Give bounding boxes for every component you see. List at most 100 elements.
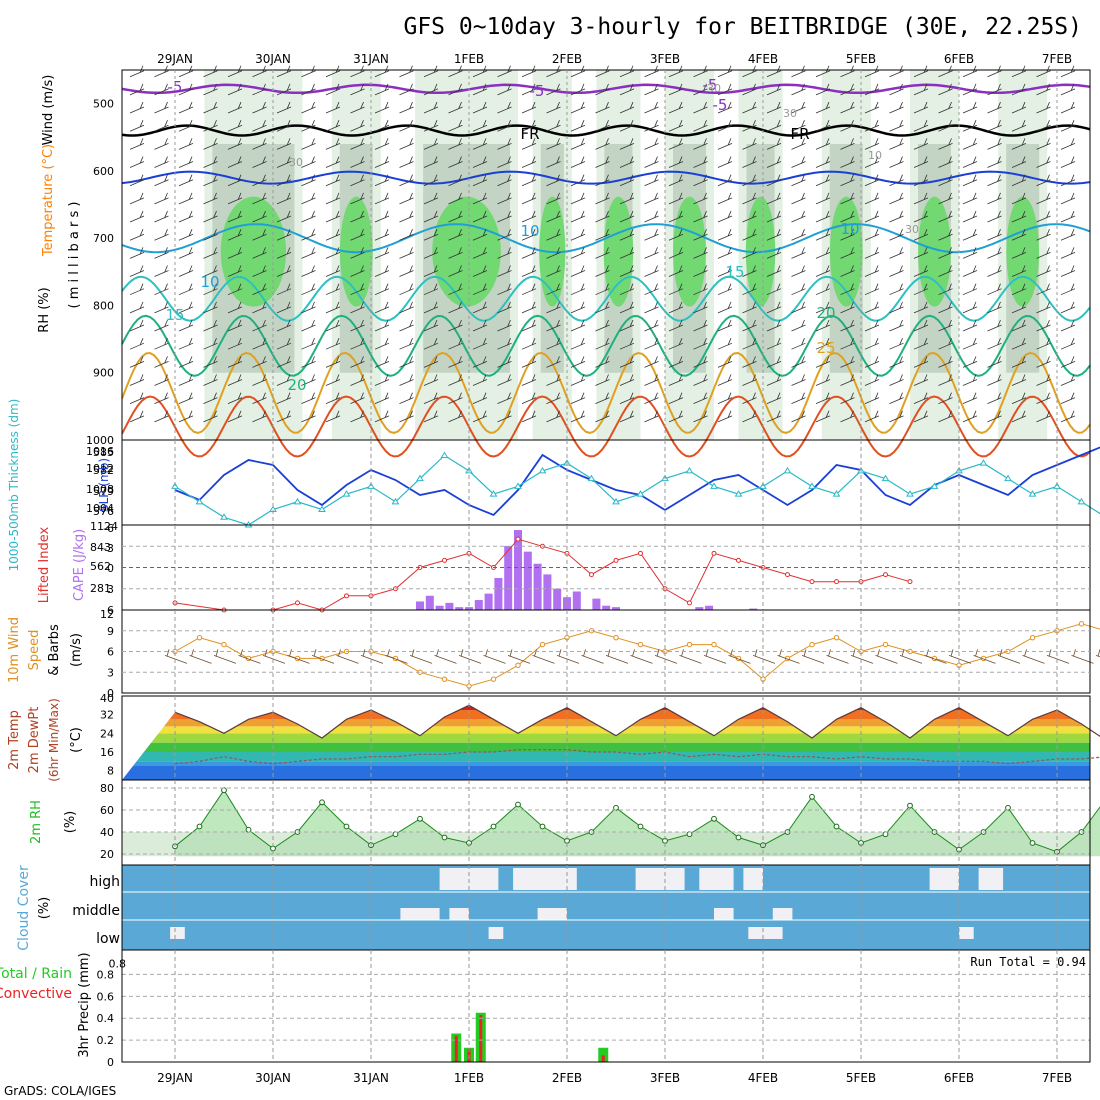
wind-barb — [350, 356, 365, 368]
y-tick-label: 600 — [93, 165, 114, 178]
wind-barb — [840, 283, 855, 296]
wind-barb — [129, 192, 145, 205]
wind-barb — [448, 283, 463, 296]
wind-barb — [987, 174, 1002, 187]
wind-barb — [938, 156, 953, 168]
wind-barb — [742, 410, 757, 423]
date-label-top: 30JAN — [255, 52, 291, 66]
wind-barb — [1011, 410, 1027, 423]
wind-barb — [595, 83, 610, 96]
y-tick-label: 0.2 — [97, 1034, 115, 1047]
wind-barb — [521, 83, 537, 96]
wind-barb — [1060, 301, 1076, 314]
wind-barb — [889, 174, 904, 187]
wind-barb — [766, 65, 782, 78]
wind-barb — [1036, 338, 1051, 350]
thickness-point — [587, 474, 596, 482]
wind-barb — [864, 410, 880, 423]
wind-barb — [252, 83, 267, 96]
wind-barb — [521, 229, 537, 241]
wind-barb — [668, 356, 684, 368]
wind-barb — [129, 374, 145, 386]
date-label-top: 2FEB — [552, 52, 582, 66]
wind-barb — [546, 374, 561, 386]
wind-barb — [129, 392, 145, 405]
li-point — [638, 550, 643, 556]
wind-barb — [423, 83, 439, 96]
cloud-block — [714, 908, 734, 920]
wind-barb — [301, 265, 316, 277]
li-point — [834, 579, 839, 585]
wind-barb — [399, 265, 414, 277]
wind-barb — [815, 101, 831, 114]
wind-barb — [423, 156, 439, 168]
wind-barb — [276, 174, 292, 187]
y-tick-label: 0.6 — [97, 990, 115, 1003]
thickness-point — [710, 482, 718, 489]
wind-speed-line — [174, 623, 1100, 687]
wind-barb — [521, 156, 537, 168]
wind-barb-10m — [752, 649, 776, 664]
wind-barb-10m — [483, 649, 506, 664]
rh-point — [637, 823, 644, 830]
wind-barb-10m — [1022, 649, 1045, 664]
wind-barb — [766, 392, 782, 405]
wind-barb — [350, 101, 365, 114]
contour-label: 10 — [200, 273, 219, 291]
minmax-ylabel: (6hr Min/Max) — [47, 698, 61, 782]
wind-barb — [325, 156, 341, 168]
wind-barb — [546, 210, 561, 223]
wind-speed-point — [882, 641, 889, 648]
wind-barb — [154, 319, 169, 332]
contour-label: 30 — [289, 156, 303, 169]
thickness-point — [318, 505, 326, 513]
wind-barb-10m — [532, 649, 555, 664]
wind-barb — [154, 101, 169, 114]
wind-barb — [889, 65, 904, 78]
wind-barb — [374, 101, 390, 114]
contour-label: 25 — [816, 339, 835, 357]
wind-barb — [178, 374, 194, 386]
wind-barb — [644, 65, 659, 78]
thickness-point — [881, 474, 890, 482]
wind-barb — [619, 319, 635, 332]
wind-barb — [840, 210, 855, 223]
wind-barb — [987, 410, 1002, 423]
wind-barb — [252, 174, 267, 187]
cloud-block — [537, 908, 567, 920]
wind-barb — [791, 174, 806, 187]
wind-speed-point — [711, 641, 717, 648]
wind-barb — [840, 356, 855, 368]
wind-barb — [742, 83, 757, 96]
wind-barb — [889, 192, 904, 205]
cloud-block — [772, 908, 793, 920]
wind-speed-point — [196, 634, 203, 641]
rh2m-unit: (%) — [63, 811, 78, 834]
wind-barb — [129, 265, 145, 277]
thickness-ylabel: 1000-500mb Thickness (dm) — [7, 399, 21, 572]
wind-barb — [595, 192, 610, 205]
wind-barb — [570, 120, 586, 132]
wind-barb — [815, 410, 831, 423]
wind-barb — [252, 319, 267, 332]
wind-barb — [962, 392, 978, 405]
wind-barb — [203, 65, 218, 78]
wind-barb — [1060, 210, 1076, 223]
wind-barb-10m — [311, 649, 335, 664]
wind-barb — [619, 65, 635, 78]
wind-barb — [570, 283, 586, 296]
wind-barb-10m — [409, 649, 433, 664]
wind-barb — [962, 138, 978, 150]
wind-barb — [815, 319, 831, 332]
wind-barb — [864, 319, 880, 332]
date-label-top: 5FEB — [846, 52, 876, 66]
wind-barb — [717, 174, 733, 187]
wind-barb-10m — [360, 649, 384, 664]
li-point — [883, 572, 888, 578]
dewpt-ylabel: 2m DewPt — [27, 707, 42, 774]
wind-barb — [276, 229, 292, 241]
rh-point — [343, 823, 350, 830]
wind-barb — [546, 392, 561, 405]
cape-bar — [425, 595, 434, 610]
